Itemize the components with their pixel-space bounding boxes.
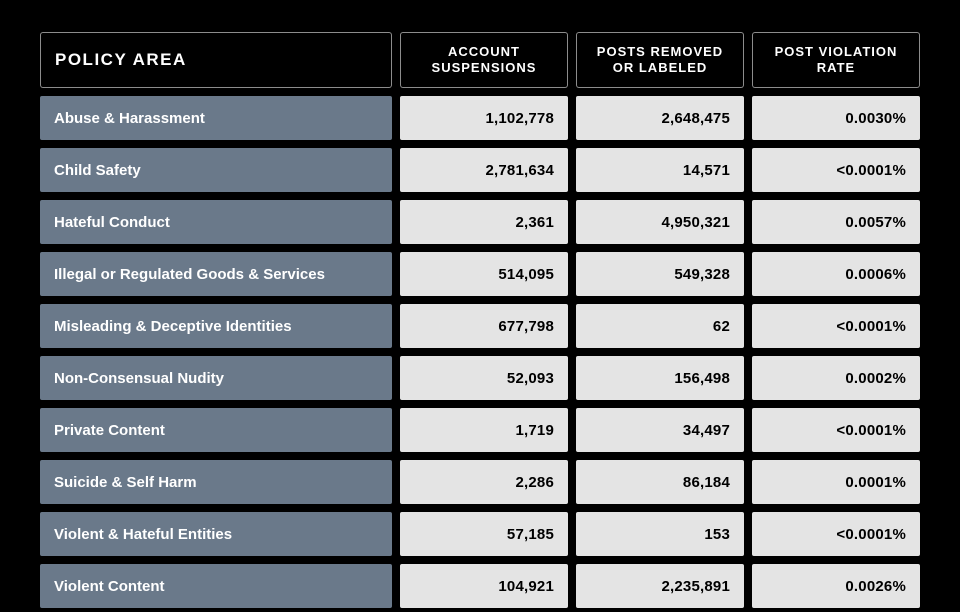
policy-name: Non-Consensual Nudity: [40, 356, 392, 400]
policy-name: Suicide & Self Harm: [40, 460, 392, 504]
table-header-row: POLICY AREA ACCOUNT SUSPENSIONS POSTS RE…: [40, 32, 920, 88]
header-account-suspensions: ACCOUNT SUSPENSIONS: [400, 32, 568, 88]
removed-value: 62: [576, 304, 744, 348]
table-row: Abuse & Harassment 1,102,778 2,648,475 0…: [40, 96, 920, 140]
removed-value: 34,497: [576, 408, 744, 452]
rate-value: 0.0057%: [752, 200, 920, 244]
suspensions-value: 2,286: [400, 460, 568, 504]
policy-name: Abuse & Harassment: [40, 96, 392, 140]
removed-value: 156,498: [576, 356, 744, 400]
rate-value: <0.0001%: [752, 304, 920, 348]
removed-value: 4,950,321: [576, 200, 744, 244]
suspensions-value: 1,102,778: [400, 96, 568, 140]
removed-value: 2,648,475: [576, 96, 744, 140]
suspensions-value: 52,093: [400, 356, 568, 400]
removed-value: 14,571: [576, 148, 744, 192]
header-posts-removed: POSTS REMOVED OR LABELED: [576, 32, 744, 88]
suspensions-value: 677,798: [400, 304, 568, 348]
rate-value: 0.0026%: [752, 564, 920, 608]
suspensions-value: 2,781,634: [400, 148, 568, 192]
table-row: Non-Consensual Nudity 52,093 156,498 0.0…: [40, 356, 920, 400]
table-row: Misleading & Deceptive Identities 677,79…: [40, 304, 920, 348]
policy-name: Illegal or Regulated Goods & Services: [40, 252, 392, 296]
suspensions-value: 104,921: [400, 564, 568, 608]
header-policy-area: POLICY AREA: [40, 32, 392, 88]
policy-name: Child Safety: [40, 148, 392, 192]
removed-value: 86,184: [576, 460, 744, 504]
rate-value: 0.0001%: [752, 460, 920, 504]
suspensions-value: 1,719: [400, 408, 568, 452]
rate-value: <0.0001%: [752, 148, 920, 192]
policy-name: Violent Content: [40, 564, 392, 608]
policy-name: Private Content: [40, 408, 392, 452]
table-row: Violent & Hateful Entities 57,185 153 <0…: [40, 512, 920, 556]
rate-value: <0.0001%: [752, 512, 920, 556]
policy-name: Misleading & Deceptive Identities: [40, 304, 392, 348]
suspensions-value: 514,095: [400, 252, 568, 296]
rate-value: 0.0002%: [752, 356, 920, 400]
table-row: Private Content 1,719 34,497 <0.0001%: [40, 408, 920, 452]
table-row: Suicide & Self Harm 2,286 86,184 0.0001%: [40, 460, 920, 504]
table-row: Illegal or Regulated Goods & Services 51…: [40, 252, 920, 296]
table-row: Child Safety 2,781,634 14,571 <0.0001%: [40, 148, 920, 192]
suspensions-value: 2,361: [400, 200, 568, 244]
policy-enforcement-table: POLICY AREA ACCOUNT SUSPENSIONS POSTS RE…: [40, 32, 920, 608]
table-row: Hateful Conduct 2,361 4,950,321 0.0057%: [40, 200, 920, 244]
rate-value: 0.0006%: [752, 252, 920, 296]
rate-value: <0.0001%: [752, 408, 920, 452]
suspensions-value: 57,185: [400, 512, 568, 556]
removed-value: 153: [576, 512, 744, 556]
removed-value: 549,328: [576, 252, 744, 296]
removed-value: 2,235,891: [576, 564, 744, 608]
table-row: Violent Content 104,921 2,235,891 0.0026…: [40, 564, 920, 608]
rate-value: 0.0030%: [752, 96, 920, 140]
policy-name: Violent & Hateful Entities: [40, 512, 392, 556]
policy-name: Hateful Conduct: [40, 200, 392, 244]
header-violation-rate: POST VIOLATION RATE: [752, 32, 920, 88]
